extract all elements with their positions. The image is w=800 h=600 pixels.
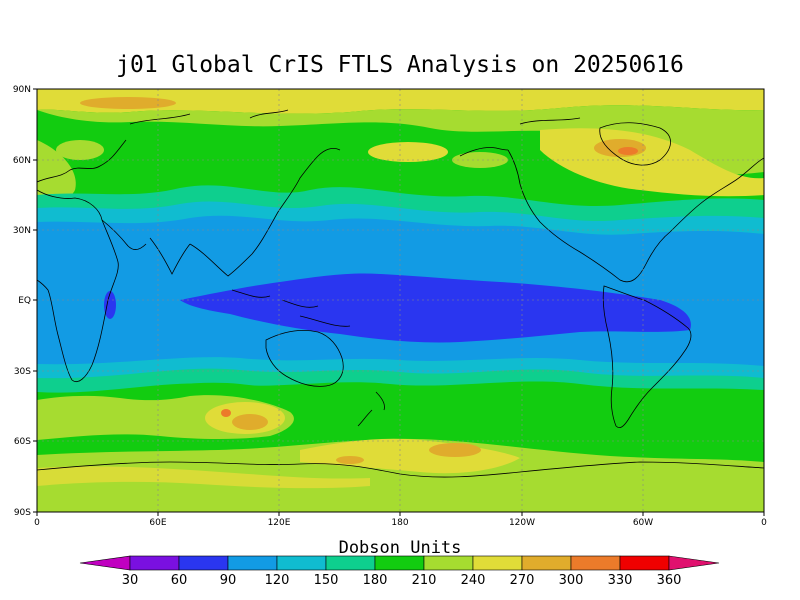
- latitude-labels: 90N 60N 30N EQ 30S 60S 90S: [13, 85, 31, 518]
- lat-label: 60N: [13, 156, 31, 166]
- india-coastline: [149, 237, 191, 275]
- lat-label: 30S: [14, 367, 31, 377]
- colorbar-cell: [374, 555, 425, 571]
- axis-ticks: [33, 88, 765, 516]
- arabia-coastline: [101, 219, 147, 250]
- north-america-coastline: [507, 149, 764, 283]
- longitude-labels: 0 60E 120E 180 120W 60W 0: [34, 518, 767, 528]
- europe-coastline: [37, 139, 127, 183]
- ozone-field: [37, 89, 764, 512]
- lon-label: 0: [761, 518, 767, 528]
- colorbar-units-label: Dobson Units: [339, 538, 462, 558]
- colorbar-tick-label: 60: [171, 573, 188, 588]
- colorbar-cell: [423, 555, 474, 571]
- south-america-coastline: [602, 285, 692, 428]
- lat-label: EQ: [18, 296, 31, 306]
- map-title: j01 Global CrIS FTLS Analysis on 2025061…: [116, 52, 684, 78]
- antarctica-coastline: [37, 461, 764, 478]
- colorbar-cell: [227, 555, 278, 571]
- colorbar-cell: [570, 555, 621, 571]
- australia-coastline: [265, 330, 344, 387]
- colorbar-tick-label: 270: [510, 573, 535, 588]
- lon-label: 60W: [633, 518, 653, 528]
- colorbar: Dobson Units 30 60 90 120 150 180 210 240 270 300…: [79, 538, 720, 588]
- colorbar-cell: [325, 555, 376, 571]
- colorbar-tick-label: 120: [265, 573, 290, 588]
- graticule: [37, 89, 764, 512]
- greenland-coastline: [599, 122, 671, 166]
- colorbar-tick-label: 90: [220, 573, 237, 588]
- colorbar-cell: [276, 555, 327, 571]
- colorbar-cells: [79, 555, 720, 571]
- colorbar-labels: 30 60 90 120 150 180 210 240 270 300 330 360: [122, 573, 682, 588]
- maritime-continent-coastline: [231, 289, 351, 327]
- colorbar-tick-label: 360: [657, 573, 682, 588]
- coastlines: [37, 109, 764, 478]
- colorbar-tick-label: 240: [461, 573, 486, 588]
- lon-label: 0: [34, 518, 40, 528]
- lat-label: 90N: [13, 85, 31, 95]
- arctic-islands-coastline: [129, 109, 581, 125]
- lon-label: 120E: [268, 518, 291, 528]
- alaska-coastline: [459, 147, 509, 157]
- colorbar-cell: [521, 555, 572, 571]
- new-zealand-coastline: [357, 391, 385, 427]
- colorbar-cell: [129, 555, 180, 571]
- colorbar-arrow-low: [79, 555, 131, 571]
- lat-label: 30N: [13, 226, 31, 236]
- lat-label: 90S: [14, 508, 31, 518]
- colorbar-tick-label: 330: [608, 573, 633, 588]
- east-asia-coastline: [189, 148, 341, 277]
- colorbar-cell: [619, 555, 670, 571]
- africa-coastline: [37, 189, 119, 382]
- lon-label: 60E: [149, 518, 166, 528]
- lon-label: 120W: [509, 518, 535, 528]
- colorbar-arrow-high: [668, 555, 720, 571]
- colorbar-cell: [178, 555, 229, 571]
- colorbar-tick-label: 30: [122, 573, 139, 588]
- lon-label: 180: [391, 518, 408, 528]
- colorbar-tick-label: 150: [314, 573, 339, 588]
- colorbar-cell: [472, 555, 523, 571]
- colorbar-tick-label: 300: [559, 573, 584, 588]
- lat-label: 60S: [14, 437, 31, 447]
- colorbar-tick-label: 210: [412, 573, 437, 588]
- colorbar-tick-label: 180: [363, 573, 388, 588]
